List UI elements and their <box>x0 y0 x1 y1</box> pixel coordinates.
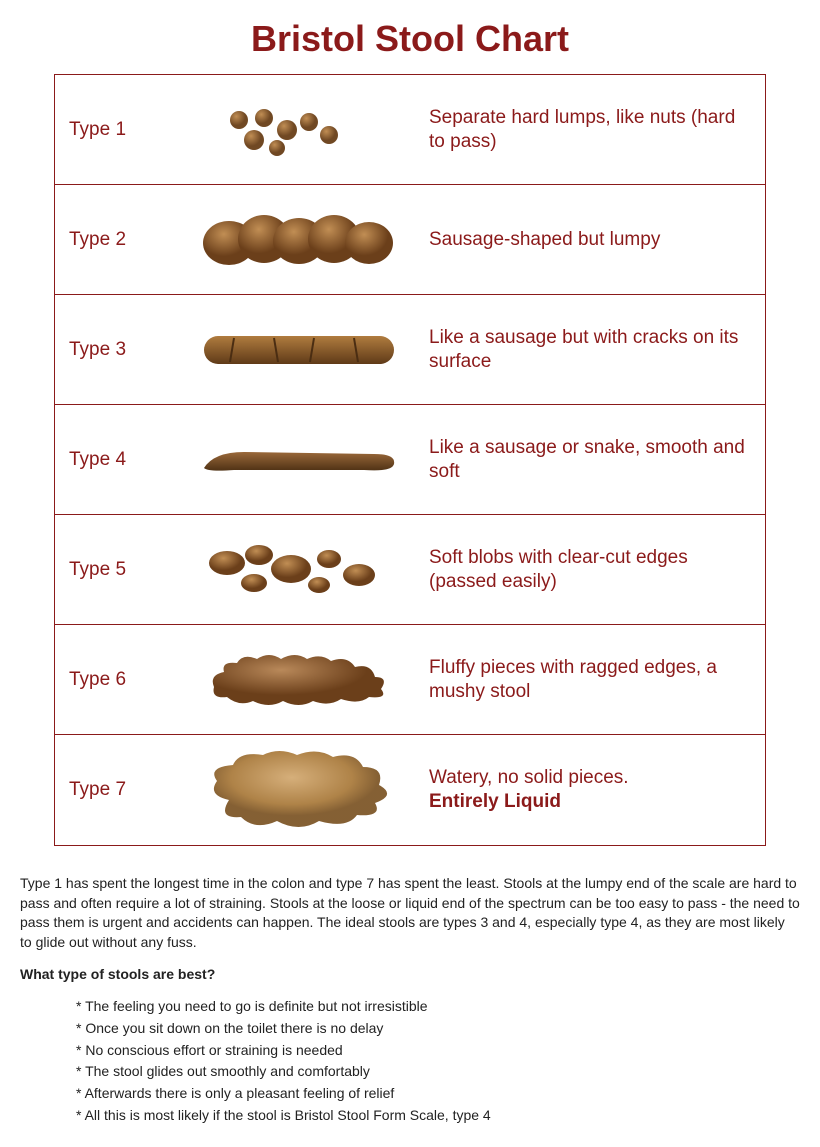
chart-title: Bristol Stool Chart <box>20 18 800 60</box>
table-row: Type 2 Sausage-shaped but lumpy <box>55 185 765 295</box>
question-heading: What type of stools are best? <box>20 966 800 982</box>
type-description: Soft blobs with clear-cut edges (passed … <box>429 546 755 594</box>
page: Bristol Stool Chart Type 1 Separate hard… <box>0 0 820 1147</box>
type-description: Like a sausage or snake, smooth and soft <box>429 436 755 484</box>
type-description: Separate hard lumps, like nuts (hard to … <box>429 106 755 154</box>
table-row: Type 1 Separate hard lumps, like nuts (h… <box>55 75 765 185</box>
table-row: Type 7 Watery, no solid pieces. Entirely… <box>55 735 765 845</box>
type-label: Type 6 <box>69 669 169 691</box>
type-label: Type 3 <box>69 339 169 361</box>
list-item: The stool glides out smoothly and comfor… <box>76 1061 800 1083</box>
type-description: Like a sausage but with cracks on its su… <box>429 326 755 374</box>
type-description: Sausage-shaped but lumpy <box>429 228 755 252</box>
type-label: Type 7 <box>69 779 169 801</box>
explanation-paragraph: Type 1 has spent the longest time in the… <box>20 874 800 952</box>
type-description: Watery, no solid pieces. Entirely Liquid <box>429 766 755 814</box>
list-item: No conscious effort or straining is need… <box>76 1040 800 1062</box>
type-label: Type 5 <box>69 559 169 581</box>
table-row: Type 6 Fluffy pieces with ragged edges, … <box>55 625 765 735</box>
chart-table: Type 1 Separate hard lumps, like nuts (h… <box>54 74 766 846</box>
bullet-list: The feeling you need to go is definite b… <box>20 996 800 1126</box>
type5-illustration <box>169 535 429 605</box>
table-row: Type 3 Like a sausage but with cracks on… <box>55 295 765 405</box>
type7-illustration <box>169 745 429 835</box>
table-row: Type 5 Soft blobs with clear-cut edges (… <box>55 515 765 625</box>
list-item: Once you sit down on the toilet there is… <box>76 1018 800 1040</box>
type-label: Type 4 <box>69 449 169 471</box>
type7-desc-text: Watery, no solid pieces. <box>429 767 629 788</box>
type3-illustration <box>169 324 429 376</box>
type-label: Type 2 <box>69 229 169 251</box>
table-row: Type 4 Like a sausage or snake, smooth a… <box>55 405 765 515</box>
list-item: Afterwards there is only a pleasant feel… <box>76 1083 800 1105</box>
type-description: Fluffy pieces with ragged edges, a mushy… <box>429 656 755 704</box>
type1-illustration <box>169 100 429 160</box>
list-item: All this is most likely if the stool is … <box>76 1105 800 1127</box>
type2-illustration <box>169 205 429 275</box>
type6-illustration <box>169 647 429 712</box>
type4-illustration <box>169 440 429 480</box>
type-label: Type 1 <box>69 119 169 141</box>
list-item: The feeling you need to go is definite b… <box>76 996 800 1018</box>
type7-desc-bold: Entirely Liquid <box>429 791 561 812</box>
